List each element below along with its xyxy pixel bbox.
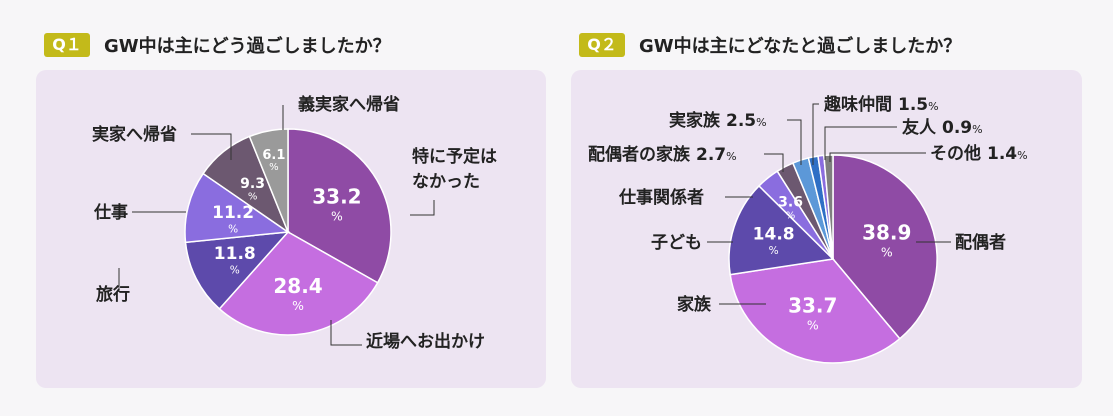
q1-slice-3 — [184, 172, 291, 244]
q1-chart-panel: 33.2% 特に予定はなかった 28.4% 近場へお出かけ 11.8% 旅行 11.2% 仕事… — [36, 70, 546, 388]
q1-category-label-1: 近場へお出かけ — [366, 331, 485, 352]
q1-category-label-2: 旅行 — [96, 284, 130, 305]
q1-slice-percent-2: % — [230, 265, 240, 277]
q2-slice-percent-3: % — [786, 210, 796, 221]
q2-slice-percent-0: % — [881, 244, 893, 259]
q2-question-title: GW中は主にどなたと過ごしましたか？ — [639, 36, 962, 57]
q1-header: Q１ GW中は主にどう過ごしましたか？ — [44, 32, 391, 58]
q2-category-label-1: 家族 — [677, 294, 712, 315]
q1-category-label-5: 義実家へ帰省 — [298, 94, 400, 115]
q2-category-label-0: 配偶者 — [955, 232, 1006, 253]
q1-slice-value-1: 28.4 — [273, 274, 322, 298]
q2-slice-value-2: 14.8 — [753, 225, 795, 245]
q1-leader-line-4 — [191, 133, 232, 160]
q1-badge: Q１ — [44, 33, 90, 57]
q2-slice-2 — [728, 184, 835, 276]
q2-leader-line-6 — [812, 103, 819, 165]
q1-slice-value-0: 33.2 — [312, 184, 361, 208]
q1-slice-0 — [287, 128, 392, 284]
q2-slice-value-1: 33.7 — [788, 294, 837, 318]
q1-slice-percent-3: % — [228, 223, 238, 235]
q1-slice-1 — [218, 231, 379, 336]
q2-header: Q２ GW中は主にどなたと過ごしましたか？ — [579, 32, 961, 58]
q1-slice-5 — [248, 128, 289, 233]
q2-leader-line-4 — [764, 153, 784, 172]
q1-category-label-4: 実家へ帰省 — [92, 124, 177, 145]
q2-pie-chart: 38.9% 配偶者 33.7% 家族 14.8% 子ども 3.6% 仕事関係者 配偶者の家族 2.… — [588, 94, 1028, 364]
q1-slice-2 — [184, 231, 290, 310]
q2-leader-line-8 — [829, 152, 926, 162]
q2-category-label-6: 趣味仲間 1.5% — [823, 94, 939, 115]
q1-leader-line-1 — [330, 320, 362, 346]
q2-slice-value-0: 38.9 — [862, 220, 911, 244]
q2-leader-line-5 — [787, 119, 802, 165]
q2-category-label-7: 友人 0.9% — [902, 117, 983, 138]
q1-slice-percent-5: % — [269, 162, 279, 173]
q2-slice-percent-1: % — [807, 318, 819, 333]
q1-slice-percent-0: % — [331, 208, 343, 223]
q1-slice-value-3: 11.2 — [212, 203, 254, 223]
q1-slice-percent-1: % — [292, 298, 304, 313]
q1-leader-line-0 — [410, 200, 435, 216]
q2-category-label-2: 子ども — [651, 233, 702, 253]
q2-badge: Q２ — [579, 33, 625, 57]
q2-category-label-3: 仕事関係者 — [618, 187, 704, 208]
q2-category-label-5: 実家族 2.5% — [669, 110, 767, 131]
q1-question-title: GW中は主にどう過ごしましたか？ — [104, 36, 391, 57]
q2-slice-0 — [832, 154, 938, 340]
q2-slice-value-3: 3.6 — [778, 194, 803, 210]
q1-slice-value-5: 6.1 — [262, 148, 285, 163]
q1-category-label-0: 特に予定は — [412, 146, 497, 167]
q1-slice-percent-4: % — [248, 192, 258, 203]
q1-slice-value-4: 9.3 — [240, 176, 265, 192]
q2-slice-percent-2: % — [769, 245, 779, 257]
q2-chart-panel: 38.9% 配偶者 33.7% 家族 14.8% 子ども 3.6% 仕事関係者 配偶者の家族 2.… — [571, 70, 1082, 388]
q2-slice-1 — [729, 258, 901, 364]
q2-category-label-8: その他 1.4% — [930, 143, 1028, 164]
q1-category-label-0: なかった — [412, 172, 480, 192]
q1-slice-value-2: 11.8 — [214, 244, 256, 264]
q2-category-label-4: 配偶者の家族 2.7% — [588, 144, 737, 165]
q1-category-label-3: 仕事 — [93, 202, 128, 223]
q2-slice-8 — [823, 154, 834, 260]
q2-leader-line-7 — [824, 126, 897, 160]
